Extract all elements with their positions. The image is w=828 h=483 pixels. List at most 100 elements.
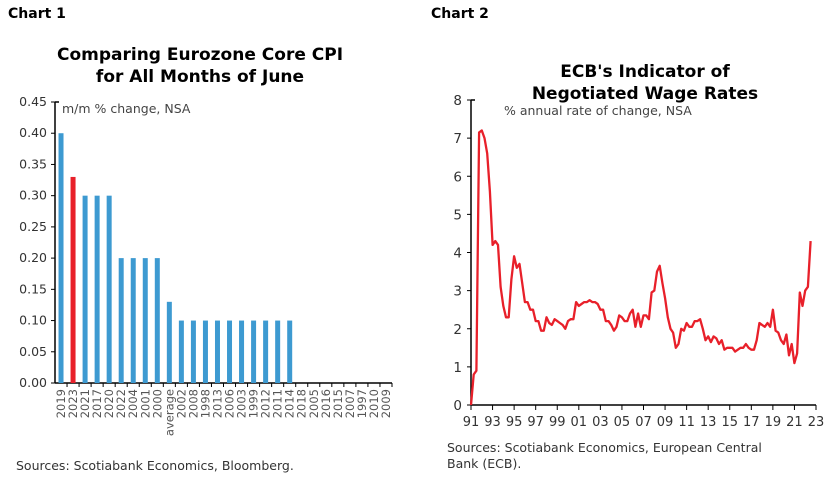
chart2-x-tick-label: 09 <box>657 415 674 430</box>
chart2-x-tick-label: 15 <box>721 415 738 430</box>
chart1-y-tick-label: 0.00 <box>19 375 47 390</box>
chart2-y-tick-label: 3 <box>453 284 462 300</box>
chart2-y-tick-label: 1 <box>453 360 462 376</box>
chart1-bar-2002 <box>178 320 184 383</box>
chart1-bar-2013 <box>214 320 220 383</box>
chart1-bar-2006 <box>227 320 233 383</box>
chart1-bar-2017 <box>94 195 100 383</box>
chart1-y-tick-label: 0.40 <box>19 125 47 140</box>
chart2-x-tick-label: 07 <box>635 415 652 430</box>
chart1-x-tick-label: 2013 <box>210 389 224 418</box>
chart1-x-tick-label: 2002 <box>174 389 188 418</box>
chart1-bar-2020 <box>106 195 112 383</box>
chart1-y-tick-label: 0.25 <box>19 219 47 234</box>
chart1-x-tick-label: 1997 <box>355 389 369 418</box>
chart2-x-tick-label: 17 <box>743 415 760 430</box>
chart1-x-tick-label: 2020 <box>102 389 116 418</box>
chart1-x-tick-label: 2008 <box>186 389 200 418</box>
chart1-x-tick-label: 1998 <box>198 389 212 418</box>
chart2-y-tick-label: 2 <box>453 322 462 338</box>
chart1-x-tick-label: 2023 <box>66 389 80 418</box>
chart1-bar-2001 <box>142 258 148 383</box>
chart2-x-tick-label: 05 <box>614 415 631 430</box>
chart1-x-tick-label: average <box>162 389 176 436</box>
chart1-x-tick-label: 2001 <box>138 389 152 418</box>
chart1-bar-2004 <box>130 258 136 383</box>
chart1-title-line: for All Months of June <box>95 67 305 87</box>
chart1-bar-average <box>166 301 172 383</box>
chart2-x-tick-label: 99 <box>549 415 566 430</box>
chart1-y-tick-label: 0.15 <box>19 281 47 296</box>
chart1-units-note: m/m % change, NSA <box>62 101 191 116</box>
chart1-bar-2008 <box>190 320 196 383</box>
chart1-y-tick-label: 0.05 <box>19 344 47 359</box>
chart2-x-tick-label: 03 <box>592 415 609 430</box>
chart2-x-tick-label: 97 <box>527 415 544 430</box>
chart1-bar-2003 <box>239 320 245 383</box>
chart1-bar-2014 <box>287 320 293 383</box>
chart2-title: ECB's Indicator of Negotiated Wage Rates <box>470 61 820 105</box>
chart1-label: Chart 1 <box>8 6 66 22</box>
chart2-x-tick-label: 01 <box>571 415 588 430</box>
chart1-bar-1998 <box>202 320 208 383</box>
chart1-y-tick-label: 0.45 <box>19 94 47 109</box>
chart1-x-tick-label: 2000 <box>150 389 164 418</box>
chart2-y-tick-label: 6 <box>453 169 462 185</box>
chart1-x-tick-label: 2004 <box>126 389 140 418</box>
chart2-y-tick-label: 5 <box>453 207 462 223</box>
chart1-x-tick-label: 2014 <box>283 389 297 418</box>
chart2-x-tick-label: 13 <box>700 415 717 430</box>
chart1-x-tick-label: 2007 <box>343 389 357 418</box>
chart2-source-line: Bank (ECB). <box>447 456 522 471</box>
chart1-bar-2011 <box>275 320 281 383</box>
chart2-x-tick-label: 19 <box>765 415 782 430</box>
chart2-source: Sources: Scotiabank Economics, European … <box>447 440 762 472</box>
chart2-title-line: ECB's Indicator of <box>560 62 730 82</box>
chart1-x-tick-label: 2021 <box>78 389 92 418</box>
chart2-label: Chart 2 <box>431 6 489 22</box>
chart2-source-line: Sources: Scotiabank Economics, European … <box>447 440 762 455</box>
chart1-bar-2021 <box>82 195 88 383</box>
chart1-x-tick-label: 2012 <box>259 389 273 418</box>
chart2-x-tick-label: 95 <box>506 415 523 430</box>
chart2-x-tick-label: 91 <box>463 415 480 430</box>
chart1-bar-2000 <box>154 258 160 383</box>
chart2-y-tick-label: 0 <box>453 398 462 414</box>
chart2-y-tick-label: 4 <box>453 246 462 262</box>
chart1-x-tick-label: 2006 <box>223 389 237 418</box>
chart2-x-tick-label: 93 <box>484 415 501 430</box>
chart1-x-tick-label: 2010 <box>367 389 381 418</box>
chart1-title-line: Comparing Eurozone Core CPI <box>56 45 344 65</box>
chart1-bar-2019 <box>58 133 64 383</box>
chart1-x-tick-label: 2018 <box>295 389 309 418</box>
chart1-y-tick-label: 0.20 <box>19 250 47 265</box>
chart1-y-tick-label: 0.30 <box>19 188 47 203</box>
chart1-x-tick-label: 2003 <box>235 389 249 418</box>
chart1-x-tick-label: 2017 <box>90 389 104 418</box>
chart1-source: Sources: Scotiabank Economics, Bloomberg… <box>16 458 294 473</box>
chart1-x-tick-label: 2011 <box>271 389 285 418</box>
chart2-y-tick-label: 7 <box>453 131 462 147</box>
chart2-y-tick-label: 8 <box>453 93 462 109</box>
chart1-bar-2023 <box>70 176 76 383</box>
chart2-series-line <box>469 129 812 406</box>
chart1-y-tick-label: 0.10 <box>19 313 47 328</box>
chart2-title-line: Negotiated Wage Rates <box>531 84 759 104</box>
chart1-x-tick-label: 2005 <box>307 389 321 418</box>
chart1-bar-2022 <box>118 258 124 383</box>
chart1-x-tick-label: 1999 <box>247 389 261 418</box>
chart1-bar-2012 <box>263 320 269 383</box>
chart1-title: Comparing Eurozone Core CPI for All Mont… <box>30 44 370 88</box>
chart2-x-tick-label: 11 <box>678 415 695 430</box>
chart1-x-tick-label: 2022 <box>114 389 128 418</box>
chart2-x-tick-label: 23 <box>808 415 825 430</box>
chart2-units-note: % annual rate of change, NSA <box>504 103 692 118</box>
chart1-x-tick-label: 2016 <box>319 389 333 418</box>
chart1-x-tick-label: 2019 <box>54 389 68 418</box>
chart1-x-tick-label: 2009 <box>379 389 393 418</box>
chart2-x-tick-label: 21 <box>786 415 803 430</box>
chart1-bar-1999 <box>251 320 257 383</box>
chart1-y-tick-label: 0.35 <box>19 156 47 171</box>
chart1-x-tick-label: 2015 <box>331 389 345 418</box>
